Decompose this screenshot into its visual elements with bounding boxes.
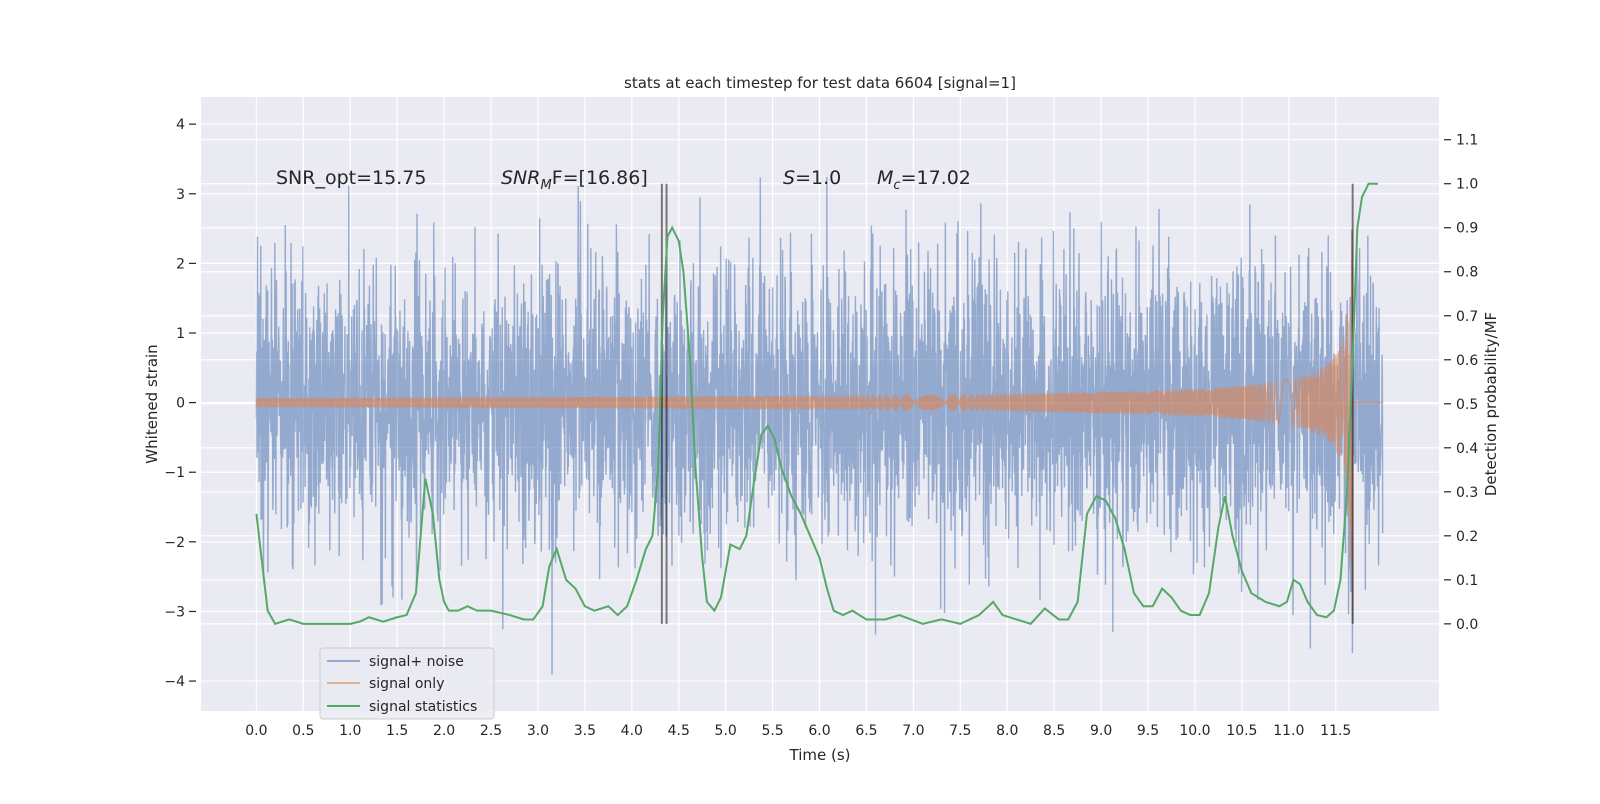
y-axis-right-label: Detection probability/MF [1482, 312, 1500, 496]
legend: signal+ noise signal only signal statist… [319, 647, 495, 720]
snr-mf-sub: M [540, 178, 551, 193]
y-right-tick-label: 0.3 [1456, 485, 1478, 501]
x-tick-label: 5.5 [761, 723, 783, 739]
y-tick-label: −2 [164, 535, 185, 551]
x-tick-label: 3.5 [574, 723, 596, 739]
annotation-s: S=1.0 [783, 167, 841, 189]
y-right-tick-label: 0.8 [1456, 265, 1478, 281]
y-right-tick-label: 0.1 [1456, 573, 1478, 589]
x-tick-label: 8.5 [1043, 723, 1065, 739]
y-axis-label: Whitened strain [143, 344, 161, 463]
mc-sub: c [893, 178, 900, 193]
s-val: =1.0 [795, 167, 841, 189]
x-tick-label: 4.0 [621, 723, 643, 739]
x-tick-label: 11.0 [1273, 723, 1304, 739]
legend-label-noise: signal+ noise [369, 654, 464, 670]
x-tick-label: 2.5 [480, 723, 502, 739]
y-right-tick-label: 0.0 [1456, 617, 1478, 633]
x-tick-label: 0.0 [245, 723, 267, 739]
x-tick-label: 8.0 [996, 723, 1018, 739]
y-right-tick-label: 0.9 [1456, 221, 1478, 237]
x-tick-label: 3.0 [527, 723, 549, 739]
tick-layer: 0.0 0.5 1.0 1.5 2.0 2.5 3.0 3.5 4.0 4.5 5.0 5.5 6.0 6… [164, 117, 1478, 739]
y-tick-label: 3 [176, 187, 185, 203]
x-tick-label: 9.5 [1137, 723, 1159, 739]
x-tick-label: 4.5 [668, 723, 690, 739]
x-tick-label: 10.0 [1179, 723, 1210, 739]
s-var: S [783, 167, 795, 189]
x-tick-label: 5.0 [715, 723, 737, 739]
annotation-mc: Mc=17.02 [877, 167, 971, 193]
y-right-tick-label: 1.1 [1456, 133, 1478, 149]
series-layer [255, 177, 1384, 675]
x-tick-label: 6.5 [855, 723, 877, 739]
snr-mf-prefix: SNR [501, 167, 540, 189]
y-right-tick-label: 0.4 [1456, 441, 1478, 457]
chart-title: stats at each timestep for test data 660… [624, 74, 1016, 92]
x-tick-label: 6.0 [808, 723, 830, 739]
annotation-snr-mf: SNRMF=[16.86] [501, 167, 648, 193]
y-right-tick-label: 0.6 [1456, 353, 1478, 369]
x-tick-label: 11.5 [1320, 723, 1351, 739]
legend-label-signal: signal only [369, 676, 444, 692]
y-tick-label: −3 [164, 604, 185, 620]
signal-series-line [255, 231, 1383, 612]
annotation-snr-opt: SNR_opt=15.75 [276, 167, 426, 189]
snr-mf-suffix: F=[16.86] [552, 167, 648, 189]
x-tick-label: 1.5 [386, 723, 408, 739]
y-tick-label: 2 [176, 256, 185, 272]
y-tick-label: 0 [176, 396, 185, 412]
mc-val: =17.02 [901, 167, 971, 189]
y-right-tick-label: 0.5 [1456, 397, 1478, 413]
x-axis-label: Time (s) [789, 746, 851, 764]
y-tick-label: 4 [176, 117, 185, 133]
y-tick-label: −1 [164, 465, 185, 481]
x-tick-label: 10.5 [1226, 723, 1257, 739]
y-right-tick-label: 0.2 [1456, 529, 1478, 545]
x-tick-label: 7.5 [949, 723, 971, 739]
mc-var: M [877, 167, 893, 189]
stats-series-line [255, 182, 1378, 626]
x-tick-label: 2.0 [433, 723, 455, 739]
x-tick-label: 0.5 [292, 723, 314, 739]
y-right-tick-label: 1.0 [1456, 177, 1478, 193]
x-tick-label: 7.0 [902, 723, 924, 739]
y-tick-label: 1 [176, 326, 185, 342]
legend-label-stats: signal statistics [369, 699, 477, 715]
y-tick-label: −4 [164, 674, 185, 690]
x-tick-label: 1.0 [339, 723, 361, 739]
x-tick-label: 9.0 [1090, 723, 1112, 739]
y-right-tick-label: 0.7 [1456, 309, 1478, 325]
